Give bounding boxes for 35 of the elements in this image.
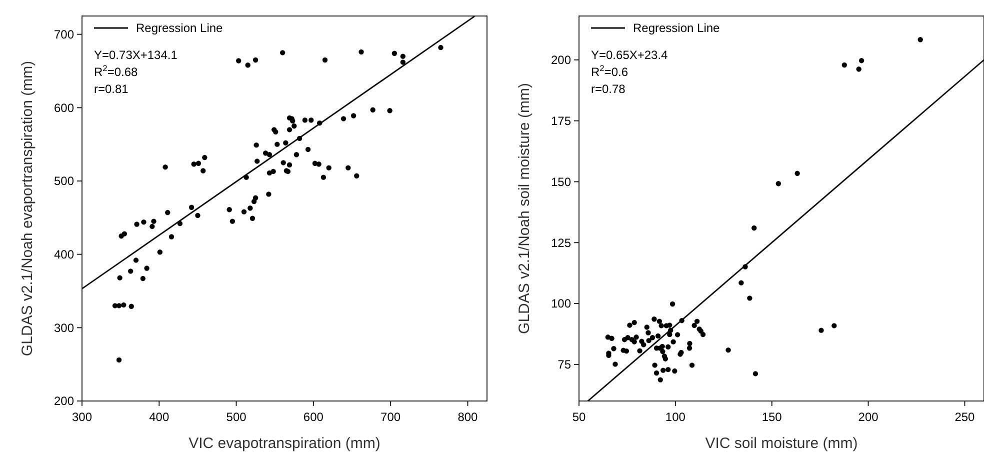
y-tick-label: 500 — [54, 174, 74, 188]
x-tick-label: 600 — [303, 410, 324, 424]
annotation: r=0.81 — [94, 82, 129, 96]
x-tick-label: 800 — [458, 410, 478, 424]
x-tick-label: 200 — [858, 410, 879, 424]
annotation: R$^{2}$=0.6 — [591, 63, 628, 79]
y-tick-label: 700 — [54, 28, 74, 42]
y-tick-label: 175 — [550, 114, 572, 128]
y-tick-label: 300 — [54, 320, 74, 335]
x-tick-label: 700 — [380, 410, 401, 424]
x-tick-label: 50 — [572, 410, 586, 424]
x-axis-title: VIC soil moisture (mm) — [705, 435, 858, 452]
x-tick-label: 300 — [72, 410, 92, 424]
y-tick-label: 100 — [550, 296, 572, 311]
annotation: R$^{2}$=0.68 — [94, 63, 138, 79]
legend-label: Regression Line — [633, 21, 720, 36]
x-axis-title: VIC evapotranspiration (mm) — [188, 435, 380, 452]
x-tick-label: 250 — [954, 410, 976, 424]
y-axis-title: GLDAS v2.1/Noah evaportranspiration (mm) — [19, 60, 36, 356]
y-axis-title: GLDAS v2.1/Noah soil moisture (mm) — [516, 83, 533, 334]
y-tick-label: 125 — [550, 236, 572, 250]
x-tick-label: 500 — [226, 410, 247, 424]
y-tick-label: 400 — [54, 248, 74, 262]
y-tick-label: 200 — [54, 394, 74, 408]
y-tick-label: 150 — [550, 174, 572, 189]
x-tick-label: 400 — [149, 410, 170, 424]
annotation: Y=0.73X+134.1 — [94, 48, 178, 62]
x-tick-label: 100 — [665, 410, 686, 424]
y-tick-label: 200 — [550, 53, 572, 68]
y-tick-label: 600 — [54, 100, 74, 115]
annotation: Y=0.65X+23.4 — [591, 48, 668, 62]
x-tick-label: 150 — [762, 410, 782, 424]
annotation: r=0.78 — [591, 82, 626, 96]
legend-label: Regression Line — [136, 21, 224, 36]
y-tick-label: 75 — [558, 358, 572, 372]
